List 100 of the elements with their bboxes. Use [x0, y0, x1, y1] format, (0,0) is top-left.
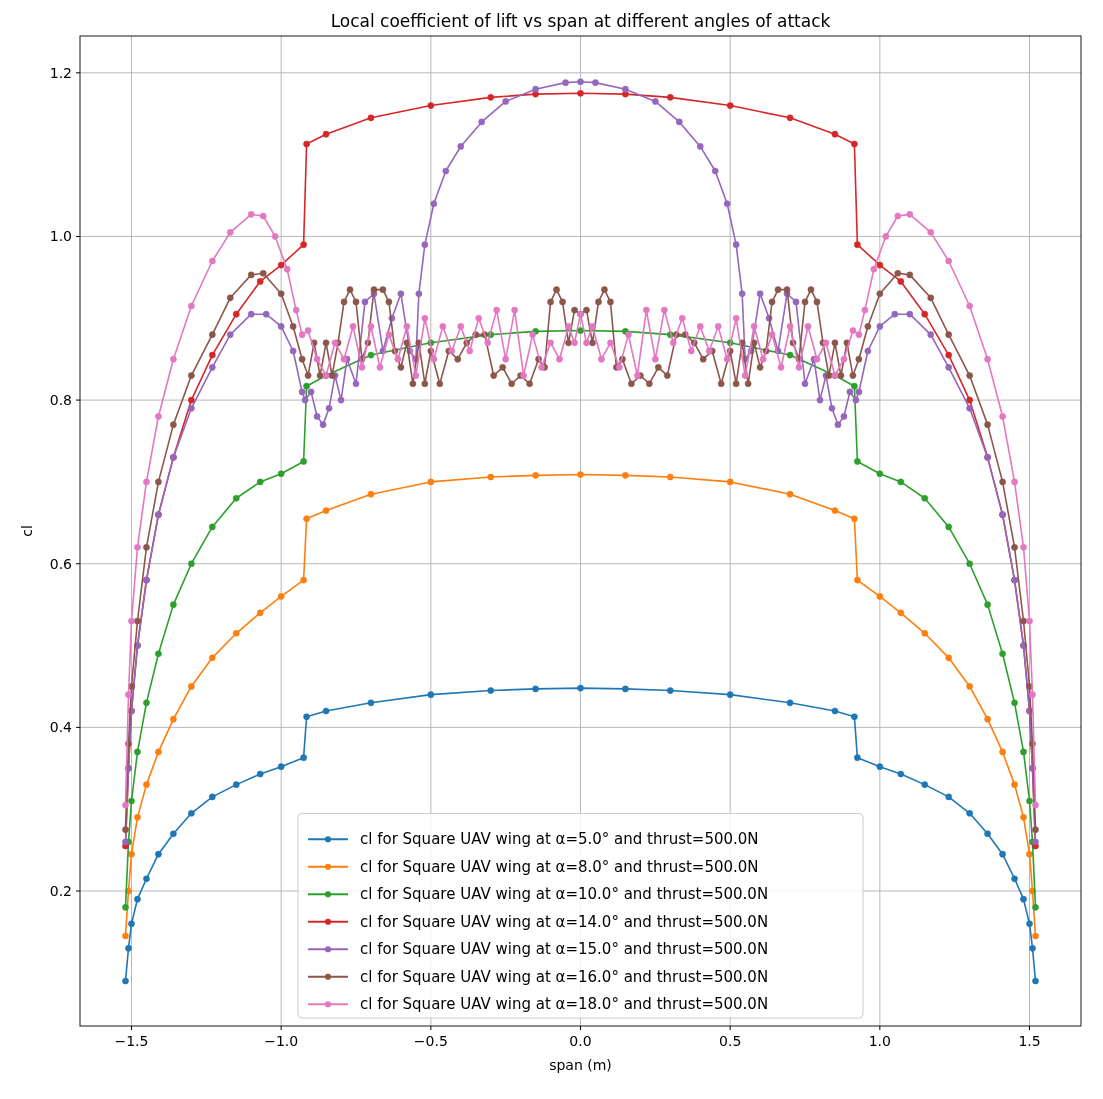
point [966, 560, 973, 568]
point [984, 830, 991, 838]
x-tick-label: 1.5 [1018, 1033, 1041, 1049]
point [666, 687, 674, 694]
point [1029, 944, 1036, 952]
point [1026, 797, 1033, 805]
point [726, 691, 734, 698]
legend-label: cl for Square UAV wing at α=10.0° and thrust=500.0N [360, 885, 769, 904]
point [256, 478, 264, 486]
point [367, 351, 375, 359]
point [1011, 699, 1018, 707]
point [122, 977, 129, 985]
point [921, 629, 929, 637]
point [945, 793, 953, 801]
point [666, 473, 674, 481]
point [256, 609, 264, 617]
point [188, 396, 195, 404]
y-tick-label: 0.4 [49, 719, 73, 736]
point [134, 748, 141, 756]
point [999, 850, 1006, 858]
point [208, 793, 216, 801]
point [854, 241, 861, 248]
point [487, 473, 495, 481]
point [1032, 977, 1039, 985]
point [854, 458, 861, 465]
point [984, 715, 991, 723]
point [666, 94, 674, 101]
point [188, 683, 195, 690]
point [277, 261, 285, 269]
point [831, 130, 839, 138]
point [143, 699, 150, 707]
point [532, 685, 539, 693]
point [367, 114, 375, 122]
y-tick-label: 0.8 [49, 392, 72, 409]
point [1020, 814, 1027, 821]
point [921, 781, 929, 788]
point [831, 707, 839, 715]
point [427, 691, 435, 698]
x-axis-title: span (m) [549, 1057, 612, 1073]
x-tick-label: −1.5 [114, 1033, 149, 1049]
point [876, 261, 884, 269]
point [945, 351, 953, 359]
point [256, 278, 264, 285]
point [897, 278, 905, 285]
point [170, 715, 177, 723]
point [577, 471, 584, 478]
point [1011, 781, 1018, 788]
point [322, 707, 330, 715]
point [170, 830, 177, 838]
x-tick-label: −0.5 [413, 1033, 448, 1049]
point [786, 699, 794, 707]
point [1032, 904, 1039, 911]
point [128, 850, 135, 858]
point [876, 470, 884, 478]
point [945, 523, 953, 531]
point [232, 310, 240, 318]
point [622, 472, 629, 479]
x-tick-label: −1.0 [264, 1033, 299, 1049]
point [303, 140, 310, 148]
point [303, 713, 310, 721]
legend-label: cl for Square UAV wing at α=15.0° and thrust=500.0N [360, 940, 769, 959]
legend-label: cl for Square UAV wing at α=8.0° and thrust=500.0N [360, 857, 759, 876]
point [143, 875, 150, 883]
point [300, 576, 307, 584]
point [966, 396, 973, 404]
x-tick-label: 0.0 [569, 1033, 592, 1049]
point [277, 470, 285, 478]
point [208, 523, 216, 531]
y-tick-label: 0.6 [49, 555, 73, 572]
point [125, 944, 132, 952]
point [532, 472, 539, 479]
point [897, 770, 905, 778]
point [921, 310, 929, 318]
point [232, 629, 240, 637]
point [367, 699, 375, 707]
point [851, 713, 858, 721]
point [854, 576, 861, 584]
point [300, 241, 307, 248]
point [122, 932, 129, 940]
legend-label: cl for Square UAV wing at α=16.0° and thrust=500.0N [360, 967, 769, 986]
point [232, 781, 240, 788]
point [786, 351, 794, 359]
x-tick-label: 0.5 [719, 1033, 742, 1049]
point [143, 781, 150, 788]
point [300, 458, 307, 465]
point [134, 814, 141, 821]
point [128, 797, 135, 805]
y-axis-title: cl [19, 525, 35, 537]
chart-title: Local coefficient of lift vs span at different angles of attack [330, 11, 831, 31]
point [1026, 850, 1033, 858]
point [1011, 875, 1018, 883]
point [786, 114, 794, 122]
point [322, 507, 330, 514]
x-tick-label: 1.0 [868, 1033, 891, 1049]
point [999, 650, 1006, 658]
point [966, 683, 973, 690]
point [876, 763, 884, 770]
point [188, 809, 195, 817]
point [232, 494, 240, 502]
point [170, 601, 177, 608]
